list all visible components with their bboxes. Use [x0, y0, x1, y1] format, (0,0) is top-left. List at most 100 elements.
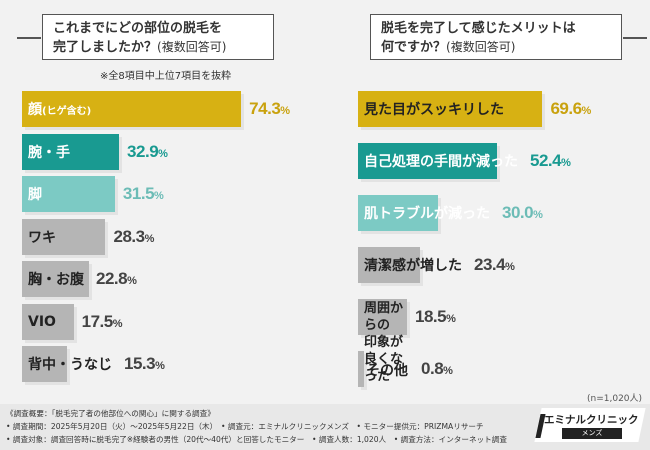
bar-value-int: 52. [529, 151, 553, 170]
clinic-logo: エミナルクリニック メンズ [528, 404, 646, 448]
bar-value-dec: 4 [552, 151, 562, 170]
bar: 顔(ヒゲ含む) [22, 91, 242, 127]
bar-value-int: 23. [473, 255, 497, 274]
bar: 自己処理の手間が減った [358, 143, 518, 179]
right-question-line2: 何ですか？ [381, 40, 447, 55]
bar-value-unit: % [127, 275, 137, 287]
bar-value-int: 32. [127, 141, 150, 161]
left-question-line2-wrap: 完了しましたか？(複数回答可) [53, 38, 263, 57]
bar-value: 69.6% [550, 99, 592, 119]
left-note: ※全8項目中上位7項目を抜粋 [100, 71, 232, 82]
bar: 肌トラブルが減った [358, 195, 490, 231]
bar-value-unit: % [443, 365, 453, 377]
bar-label-line2: 印象が良くなった [364, 335, 404, 384]
bar-label-text: ワキ [28, 229, 56, 246]
bar-value: 17.5% [82, 312, 123, 332]
bar-label-text: 脚 [28, 187, 42, 203]
footer-line3: • 調査対象：調査回答時に脱毛完了※経験者の男性（20代〜40代）と回答したモニ… [6, 435, 507, 444]
right-question-line1: 脱毛を完了して感じたメリットは [381, 21, 576, 36]
bar: 周囲からの 印象が良くなった [358, 299, 408, 384]
bar-label: 清潔感が増した [364, 255, 462, 275]
bar-label-text: 背中・うなじ [28, 357, 112, 373]
bar-value-unit: % [154, 190, 164, 202]
bar-row: 脚 31.5% [22, 176, 164, 212]
bar-value-unit: % [561, 157, 571, 169]
bar: 胸・お腹 [22, 261, 90, 297]
bar-label: 胸・お腹 [28, 269, 84, 289]
bar-value-dec: 4 [496, 255, 506, 274]
bar-label-note: (ヒゲ含む) [42, 106, 92, 117]
bar-value: 0.8% [421, 359, 453, 379]
bar-row: 見た目がスッキリした 69.6% [358, 91, 591, 127]
bar-value-unit: % [505, 261, 515, 273]
bar-label: 見た目がスッキリした [364, 99, 504, 119]
bar-value-dec: 0 [524, 203, 534, 222]
bar-value: 30.0% [502, 203, 543, 223]
footer-line1: 《調査概要：「脱毛完了者の他部位への関心」に関する調査》 [6, 409, 215, 418]
bar-label: 腕・手 [28, 142, 70, 162]
bar-label: 肌トラブルが減った [364, 203, 490, 223]
bar: 背中・うなじ [22, 346, 112, 382]
bar: VIO [22, 303, 74, 340]
bar-value: 74.3% [249, 99, 290, 119]
bar-value-unit: % [158, 147, 168, 160]
bar-label: その他 [366, 360, 408, 380]
bar-value-int: 0. [421, 359, 435, 378]
logo-sub-text: メンズ [562, 428, 622, 439]
left-question-line1: これまでにどの部位の脱毛を [53, 21, 223, 36]
bar-label-text: 自己処理の手間が減った [364, 154, 518, 170]
bar-label: 自己処理の手間が減った [364, 151, 518, 171]
bar-value: 22.8% [96, 269, 137, 289]
bar-value: 23.4% [473, 255, 515, 275]
bar-value-dec: 5 [145, 184, 155, 203]
bar-value-dec: 6 [572, 99, 582, 118]
bar-label-text: 見た目がスッキリした [364, 102, 504, 118]
bar-value: 18.5% [414, 307, 456, 327]
bar-value: 31.5% [122, 184, 164, 204]
bar-value-int: 30. [502, 203, 525, 222]
bar-value-dec: 3 [271, 99, 281, 118]
bar-label: 顔(ヒゲ含む) [28, 99, 91, 119]
bar-label-text: 胸・お腹 [28, 272, 84, 288]
bar-row: 胸・お腹 22.8% [22, 261, 137, 297]
bar-row: 自己処理の手間が減った 52.4% [358, 143, 571, 179]
left-question-bracket: (複数回答可) [157, 40, 227, 54]
left-question: これまでにどの部位の脱毛を 完了しましたか？(複数回答可) [17, 14, 274, 60]
bar: その他 [358, 351, 408, 387]
bar-label: 脚 [28, 184, 42, 204]
bar-value-unit: % [581, 105, 592, 117]
right-question: 脱毛を完了して感じたメリットは 何ですか？(複数回答可) [370, 14, 647, 60]
bar-value-unit: % [112, 317, 123, 330]
bar-label: ワキ [28, 227, 56, 247]
bar-value-dec: 3 [135, 226, 145, 246]
bar-label-text: その他 [366, 363, 408, 379]
bar-value-int: 31. [122, 184, 146, 203]
bar-value-unit: % [144, 232, 155, 245]
bar-label: 周囲からの 印象が良くなった [364, 300, 407, 385]
bar-row: 背中・うなじ 15.3% [22, 346, 165, 382]
bar-row: その他 0.8% [358, 351, 453, 387]
bar-value: 28.3% [113, 226, 155, 247]
bar-value: 15.3% [123, 354, 165, 374]
bar-value-dec: 9 [149, 141, 159, 161]
bar-value-int: 15. [123, 354, 147, 373]
bar-row: ワキ 28.3% [22, 218, 155, 255]
bar-row: 肌トラブルが減った 30.0% [358, 195, 543, 231]
bar-row: 周囲からの 印象が良くなった 18.5% [358, 299, 456, 384]
logo-main-text: エミナルクリニック [544, 414, 639, 426]
bar-row: VIO 17.5% [22, 303, 123, 340]
bar-label: 背中・うなじ [28, 354, 112, 374]
right-question-bracket: (複数回答可) [446, 40, 516, 54]
bar-label-text: VIO [28, 313, 56, 330]
bar-label-text: 顔 [28, 102, 42, 118]
bar-value-int: 69. [550, 99, 573, 118]
bar: 清潔感が増した [358, 247, 462, 283]
bar-value-int: 74. [249, 99, 272, 118]
bar-row: 顔(ヒゲ含む) 74.3% [22, 91, 290, 127]
left-question-line2: 完了しましたか？ [53, 40, 158, 55]
bar-value-dec: 8 [434, 359, 444, 378]
bar-value: 52.4% [529, 151, 571, 171]
bar-value-int: 28. [113, 226, 136, 246]
bar-value-int: 18. [414, 307, 438, 326]
bar-value-dec: 5 [437, 307, 447, 326]
